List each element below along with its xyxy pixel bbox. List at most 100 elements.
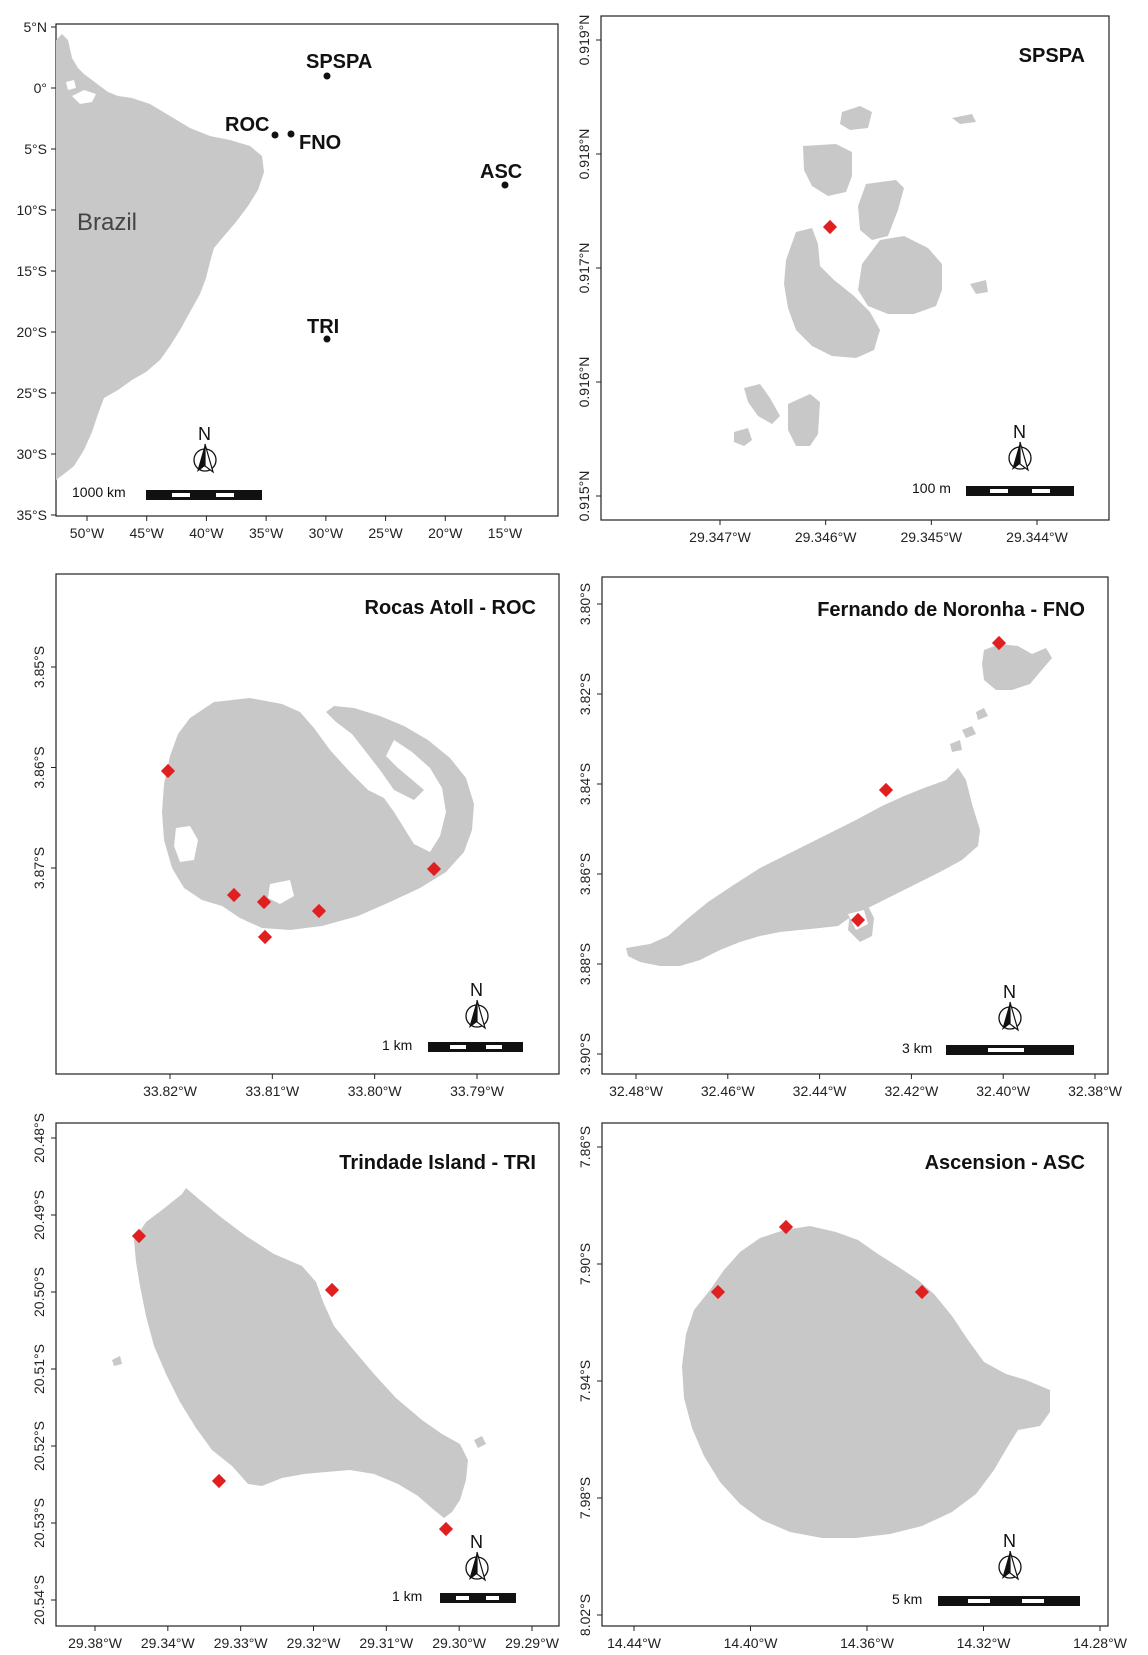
x-tick-label: 32.46°W bbox=[701, 1083, 756, 1099]
spspa-frame bbox=[600, 15, 1110, 521]
fno-sites bbox=[850, 635, 1007, 928]
x-tick-label: 29.346°W bbox=[795, 529, 857, 545]
y-tick-label: 20.53°S bbox=[31, 1498, 47, 1548]
tri-title: Trindade Island - TRI bbox=[339, 1152, 536, 1174]
y-tick-label: 3.86°S bbox=[577, 853, 593, 895]
roc-scale-bar bbox=[428, 1042, 523, 1052]
y-tick-label: 20.52°S bbox=[31, 1421, 47, 1471]
x-tick-label: 25°W bbox=[368, 525, 403, 541]
roc-site bbox=[256, 894, 272, 910]
y-tick-label: 0.919°N bbox=[576, 15, 592, 66]
asc-site bbox=[710, 1284, 726, 1300]
x-tick-label: 15°W bbox=[488, 525, 523, 541]
spspa-panel: SPSPA 0.919°N 0.918°N 0.917°N 0.916°N 0.915°… bbox=[576, 15, 1110, 545]
north-label: N bbox=[470, 980, 483, 1000]
y-tick-label: 3.85°S bbox=[31, 646, 47, 688]
fno-y-axis: 3.80°S 3.82°S 3.84°S 3.86°S 3.88°S 3.90°S bbox=[577, 583, 602, 1075]
y-tick-label: 20.50°S bbox=[31, 1267, 47, 1317]
tri-site bbox=[324, 1282, 340, 1298]
tri-site bbox=[438, 1521, 454, 1537]
asc-x-axis: 14.44°W 14.40°W 14.36°W 14.32°W 14.28°W bbox=[607, 1626, 1128, 1651]
roc-panel: Rocas Atoll - ROC 3.85°S 3.86°S 3.87°S 33.… bbox=[31, 573, 560, 1099]
spspa-scale-bar bbox=[966, 486, 1074, 496]
x-tick-label: 32.44°W bbox=[793, 1083, 848, 1099]
y-tick-label: 7.90°S bbox=[577, 1243, 593, 1285]
y-tick-label: 20.51°S bbox=[31, 1344, 47, 1394]
roc-sites bbox=[160, 763, 442, 945]
tri-islet bbox=[474, 1436, 486, 1448]
tri-scale-bar bbox=[440, 1593, 516, 1603]
fno-islands bbox=[626, 644, 1052, 966]
country-label-brazil: Brazil bbox=[77, 209, 137, 236]
roc-title: Rocas Atoll - ROC bbox=[365, 597, 537, 619]
y-tick-label: 20.49°S bbox=[31, 1190, 47, 1240]
roc-scale-label: 1 km bbox=[382, 1037, 412, 1053]
location-dot-roc bbox=[271, 131, 279, 139]
overview-x-axis: 50°W 45°W 40°W 35°W 30°W 25°W 20°W 15°W bbox=[70, 516, 523, 541]
roc-site bbox=[311, 903, 327, 919]
spspa-site-1 bbox=[822, 219, 838, 235]
north-label: N bbox=[1003, 982, 1016, 1002]
roc-site bbox=[226, 887, 242, 903]
x-tick-label: 32.42°W bbox=[884, 1083, 939, 1099]
spspa-islands bbox=[734, 106, 988, 446]
location-dot-fno bbox=[287, 130, 295, 138]
y-tick-label: 0.917°N bbox=[576, 243, 592, 294]
y-tick-label: 0.915°N bbox=[576, 471, 592, 522]
y-tick-label: 15°S bbox=[16, 263, 47, 279]
fno-north-arrow: N bbox=[998, 982, 1022, 1032]
asc-scale-label: 5 km bbox=[892, 1591, 922, 1607]
x-tick-label: 33.79°W bbox=[450, 1083, 505, 1099]
y-tick-label: 35°S bbox=[16, 507, 47, 523]
x-tick-label: 14.28°W bbox=[1073, 1635, 1128, 1651]
y-tick-label: 5°N bbox=[24, 19, 48, 35]
y-tick-label: 3.86°S bbox=[31, 746, 47, 788]
roc-y-axis: 3.85°S 3.86°S 3.87°S bbox=[31, 646, 56, 889]
y-tick-label: 0.918°N bbox=[576, 129, 592, 180]
fno-site bbox=[878, 782, 894, 798]
y-tick-label: 30°S bbox=[16, 446, 47, 462]
asc-island bbox=[682, 1226, 1050, 1538]
fno-title: Fernando de Noronha - FNO bbox=[817, 599, 1085, 621]
asc-site bbox=[914, 1284, 930, 1300]
tri-island bbox=[134, 1188, 468, 1518]
y-tick-label: 7.86°S bbox=[577, 1126, 593, 1168]
fno-scale-bar bbox=[946, 1045, 1074, 1055]
y-tick-label: 3.84°S bbox=[577, 763, 593, 805]
north-label: N bbox=[470, 1532, 483, 1552]
y-tick-label: 7.98°S bbox=[577, 1477, 593, 1519]
roc-site bbox=[426, 861, 442, 877]
x-tick-label: 40°W bbox=[189, 525, 224, 541]
y-tick-label: 5°S bbox=[24, 141, 47, 157]
x-tick-label: 33.81°W bbox=[245, 1083, 300, 1099]
x-tick-label: 29.33°W bbox=[214, 1635, 269, 1651]
location-dot-tri bbox=[323, 335, 331, 343]
amazon-estuary-2 bbox=[66, 80, 76, 90]
spspa-x-axis: 29.347°W 29.346°W 29.345°W 29.344°W bbox=[689, 520, 1069, 545]
x-tick-label: 29.29°W bbox=[505, 1635, 560, 1651]
x-tick-label: 32.38°W bbox=[1068, 1083, 1123, 1099]
x-tick-label: 45°W bbox=[130, 525, 165, 541]
x-tick-label: 14.32°W bbox=[957, 1635, 1012, 1651]
overview-scale-label: 1000 km bbox=[72, 484, 126, 500]
y-tick-label: 3.88°S bbox=[577, 943, 593, 985]
x-tick-label: 14.36°W bbox=[840, 1635, 895, 1651]
y-tick-label: 7.94°S bbox=[577, 1360, 593, 1402]
y-tick-label: 0° bbox=[34, 80, 47, 96]
location-label-asc: ASC bbox=[480, 161, 522, 183]
asc-title: Ascension - ASC bbox=[925, 1152, 1085, 1174]
y-tick-label: 25°S bbox=[16, 385, 47, 401]
location-dot-spspa bbox=[323, 72, 331, 80]
y-tick-label: 20°S bbox=[16, 324, 47, 340]
roc-north-arrow: N bbox=[465, 980, 489, 1030]
overview-panel: Brazil 5°N0°5°S10°S15°S20°S25°S30°S35°S … bbox=[16, 19, 559, 541]
overview-scale-bar bbox=[146, 490, 262, 500]
y-tick-label: 3.82°S bbox=[577, 673, 593, 715]
y-tick-label: 20.48°S bbox=[31, 1113, 47, 1163]
x-tick-label: 32.40°W bbox=[976, 1083, 1031, 1099]
fno-site bbox=[850, 912, 866, 928]
location-label-fno: FNO bbox=[299, 132, 341, 154]
north-label: N bbox=[198, 424, 211, 444]
overview-y-axis: 5°N 0° 5°S 10°S 15°S 20°S 25°S 30°S 35°S bbox=[16, 19, 56, 523]
amazon-estuary bbox=[72, 90, 96, 104]
